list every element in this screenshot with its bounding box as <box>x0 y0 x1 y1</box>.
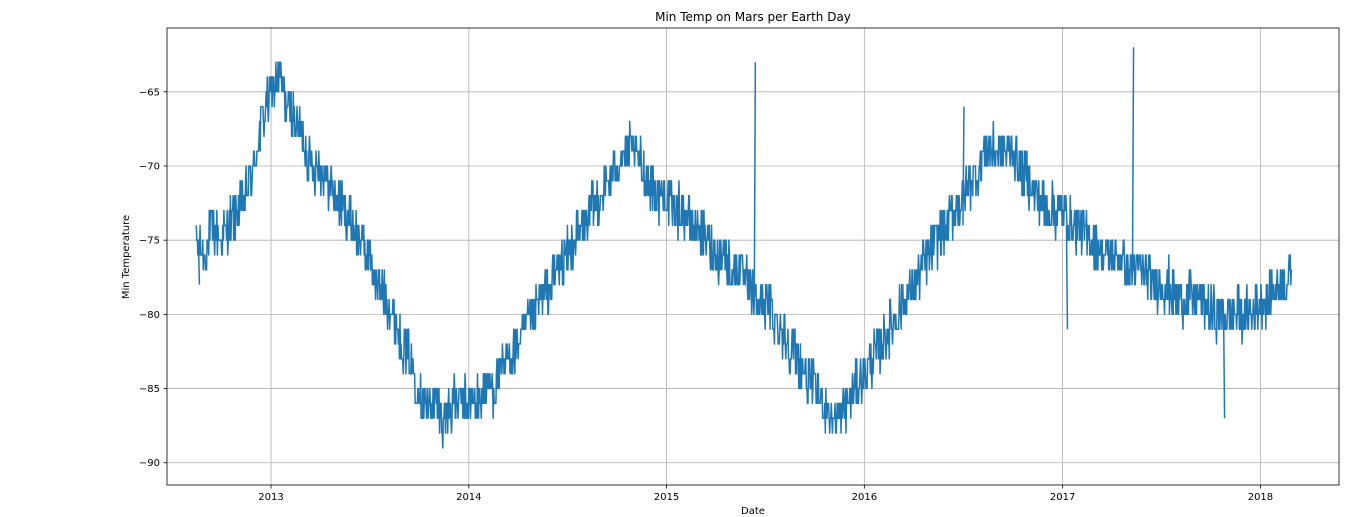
y-axis-label: Min Temperature <box>121 215 132 299</box>
noise-spikes <box>197 47 1226 419</box>
y-tick-label: −85 <box>139 384 160 395</box>
x-axis-ticks: 2013 2014 2015 2016 2017 2018 <box>258 485 1273 503</box>
grid-lines <box>167 28 1339 485</box>
temperature-spike <box>1131 47 1135 256</box>
x-tick-label: 2014 <box>456 492 481 503</box>
y-tick-label: −70 <box>139 161 160 172</box>
x-tick-label: 2015 <box>654 492 679 503</box>
x-tick-label: 2017 <box>1050 492 1075 503</box>
temperature-spike <box>962 106 965 226</box>
plot-area-frame <box>166 27 1340 486</box>
y-tick-label: −90 <box>139 458 160 469</box>
y-axis-ticks: −65 −70 −75 −80 −85 −90 <box>139 87 167 469</box>
temperature-spike <box>197 240 201 285</box>
temperature-spike <box>753 62 757 285</box>
temperature-spike <box>1222 314 1226 419</box>
y-tick-label: −65 <box>139 87 160 98</box>
x-tick-label: 2016 <box>852 492 877 503</box>
y-tick-label: −75 <box>139 236 160 247</box>
chart-title: Min Temp on Mars per Earth Day <box>655 10 851 24</box>
x-tick-label: 2013 <box>258 492 283 503</box>
x-axis-label: Date <box>741 506 765 517</box>
y-tick-label: −80 <box>139 310 160 321</box>
min-temperature-line <box>195 61 1293 449</box>
temperature-spike <box>1065 225 1069 330</box>
x-tick-label: 2018 <box>1248 492 1273 503</box>
